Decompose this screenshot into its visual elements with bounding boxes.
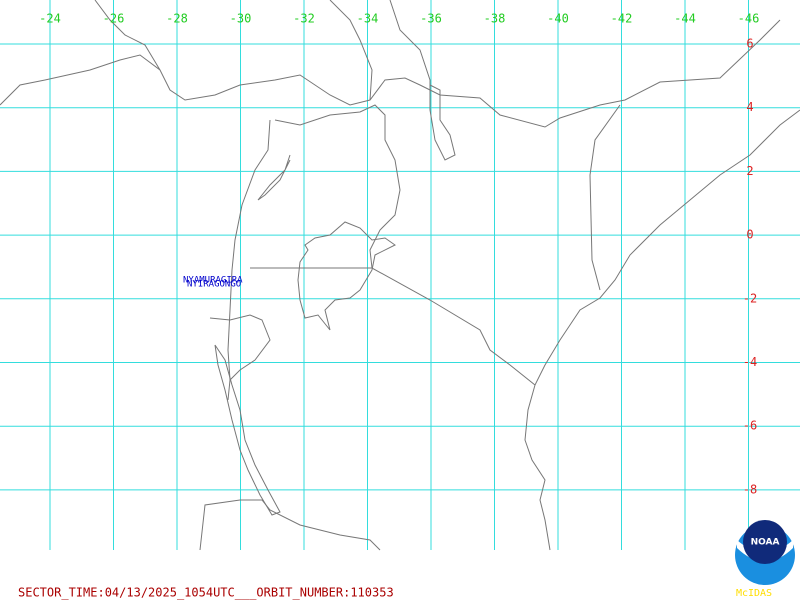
border bbox=[589, 104, 621, 291]
station-label: NYAMURAGIRA bbox=[183, 276, 243, 286]
logo-inner bbox=[743, 520, 787, 564]
longitude-label: -28 bbox=[166, 12, 188, 26]
longitude-label: -34 bbox=[357, 12, 379, 26]
border bbox=[329, 0, 373, 101]
latitude-label: -6 bbox=[743, 419, 757, 433]
longitude-label: -42 bbox=[611, 12, 633, 26]
latitude-label: 0 bbox=[746, 228, 753, 242]
latitude-label: 4 bbox=[746, 100, 753, 114]
longitude-labels: -24 -26 -28 -30 -32 -34 -36 -38 -40 -42 -44 -46 bbox=[39, 12, 759, 26]
latitude-labels: 6 4 2 0 -2 -4 -6 -8 bbox=[743, 37, 757, 497]
noaa-logo: NOAA McIDAS bbox=[735, 520, 795, 599]
logo-caption: McIDAS bbox=[736, 588, 772, 599]
border bbox=[250, 267, 536, 386]
longitude-label: -24 bbox=[39, 12, 61, 26]
latitude-label: -4 bbox=[743, 355, 757, 369]
border bbox=[389, 0, 456, 161]
border bbox=[227, 119, 271, 381]
logo-text: NOAA bbox=[751, 538, 780, 548]
latitude-label: 2 bbox=[746, 164, 753, 178]
longitude-label: -36 bbox=[420, 12, 442, 26]
longitude-label: -38 bbox=[484, 12, 506, 26]
station-label: NYIRAGONGO bbox=[187, 280, 241, 290]
latitude-label: -8 bbox=[743, 482, 757, 496]
longitude-label: -26 bbox=[103, 12, 125, 26]
border bbox=[94, 0, 161, 71]
border bbox=[0, 19, 781, 128]
footer-text: SECTOR_TIME:04/13/2025_1054UTC___ORBIT_N… bbox=[18, 586, 394, 600]
coastline bbox=[524, 109, 800, 551]
longitude-label: -30 bbox=[230, 12, 252, 26]
latitude-label: -2 bbox=[743, 291, 757, 305]
coastlines bbox=[0, 0, 800, 551]
longitude-label: -46 bbox=[738, 12, 760, 26]
border bbox=[199, 499, 381, 551]
lake bbox=[297, 221, 396, 331]
longitude-label: -40 bbox=[547, 12, 569, 26]
longitude-label: -44 bbox=[674, 12, 696, 26]
border bbox=[274, 104, 401, 269]
border bbox=[209, 314, 271, 401]
border bbox=[257, 154, 291, 201]
longitude-label: -32 bbox=[293, 12, 315, 26]
latitude-label: 6 bbox=[746, 37, 753, 51]
graticule bbox=[0, 0, 800, 550]
